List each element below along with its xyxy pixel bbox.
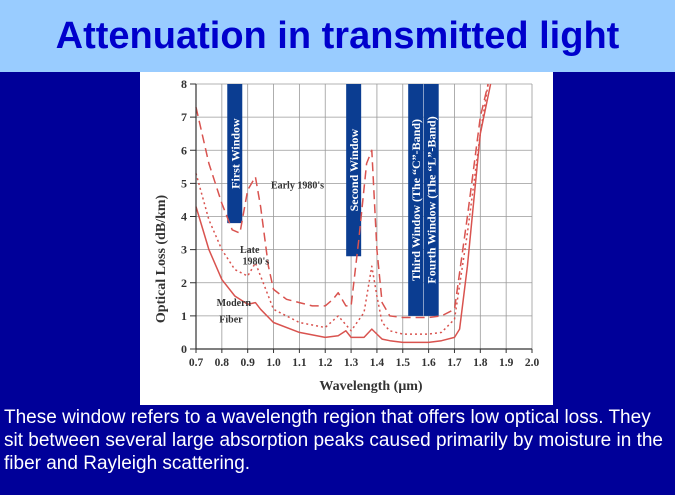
y-tick-label: 8 — [181, 77, 187, 91]
attenuation-chart: First Window Second Window Third Window (T… — [154, 77, 539, 394]
curve-annotation: Early 1980's — [271, 180, 324, 191]
series-line — [195, 83, 489, 335]
window-label: Third Window (The “C”-Band) — [409, 119, 423, 281]
window-bar — [423, 84, 439, 316]
x-tick-label: 1.5 — [396, 357, 411, 369]
curve-annotation: Fiber — [219, 315, 243, 326]
slide-caption: These window refers to a wavelength regi… — [4, 407, 663, 474]
y-tick-label: 6 — [181, 143, 187, 157]
x-tick-label: 1.8 — [473, 357, 488, 369]
figure-panel: First Window Second Window Third Window (T… — [140, 72, 553, 405]
x-tick-label: 0.7 — [189, 357, 204, 369]
x-tick-label: 1.0 — [266, 357, 281, 369]
window-bar — [346, 84, 362, 257]
curve-annotation: 1980's — [243, 257, 270, 268]
series-line — [195, 83, 492, 344]
series-line — [195, 83, 489, 319]
x-tick-label: 1.6 — [421, 357, 436, 369]
y-tick-label: 0 — [181, 342, 187, 356]
x-tick-label: 1.7 — [447, 357, 462, 369]
slide-title: Attenuation in transmitted light — [55, 15, 620, 57]
x-tick-label: 1.9 — [499, 357, 514, 369]
x-tick-label: 0.8 — [215, 357, 230, 369]
y-tick-label: 4 — [181, 210, 187, 224]
y-tick-label: 2 — [181, 276, 187, 290]
window-label: Second Window — [347, 129, 361, 212]
window-bar — [227, 84, 243, 224]
curve-annotation: Late — [240, 245, 260, 256]
x-tick-label: 1.1 — [292, 357, 307, 369]
y-tick-label: 5 — [181, 176, 187, 190]
x-tick-label: 1.4 — [370, 357, 385, 369]
y-tick-label: 1 — [181, 309, 187, 323]
y-tick-label: 3 — [181, 243, 187, 257]
transmission-windows: First Window Second Window Third Window (T… — [227, 84, 439, 316]
x-tick-label: 2.0 — [525, 357, 540, 369]
window-label: First Window — [228, 118, 242, 189]
x-tick-label: 0.9 — [241, 357, 256, 369]
x-axis-label: Wavelength (μm) — [319, 379, 423, 394]
window-bar — [408, 84, 424, 316]
y-axis-label: Optical Loss (dB/km) — [154, 194, 169, 323]
loss-curves — [195, 83, 492, 344]
x-tick-label: 1.3 — [344, 357, 359, 369]
title-bar: Attenuation in transmitted light — [0, 0, 675, 72]
x-tick-label: 1.2 — [318, 357, 333, 369]
window-label: Fourth Window (The “L”-Band) — [425, 116, 439, 283]
y-tick-label: 7 — [181, 110, 187, 124]
curve-annotation: Modern — [217, 298, 252, 309]
axes: 0 1 2 3 4 5 6 7 8 0.7 0.8 0.9 1.0 1.1 1.2 1.3 1.4 1.5 1.6 1… — [181, 77, 539, 369]
